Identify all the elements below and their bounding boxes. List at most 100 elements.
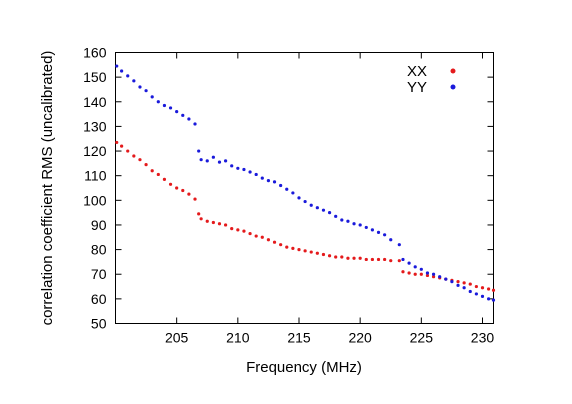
data-point xyxy=(181,188,185,193)
data-point xyxy=(138,158,142,162)
x-tick-label: 215 xyxy=(287,330,311,346)
series-xx xyxy=(115,140,496,292)
data-point xyxy=(462,286,466,290)
data-point xyxy=(480,286,485,290)
data-point xyxy=(132,154,136,158)
data-point xyxy=(120,144,124,148)
data-point xyxy=(413,272,417,276)
data-point xyxy=(444,277,448,281)
data-point xyxy=(279,183,283,188)
data-point xyxy=(162,177,167,181)
y-tick-label: 130 xyxy=(83,118,107,134)
data-point xyxy=(260,235,264,239)
data-point xyxy=(413,265,417,269)
data-point xyxy=(187,192,191,196)
data-point xyxy=(291,191,295,195)
y-axis: 50 60 70 80 90 100 110 120 130 140 150 160 xyxy=(83,45,494,332)
data-point xyxy=(248,170,252,174)
data-point xyxy=(340,255,344,259)
data-point xyxy=(120,69,124,73)
data-point xyxy=(193,122,197,126)
data-point xyxy=(175,110,179,114)
series-yy xyxy=(115,64,496,302)
series-layer xyxy=(115,64,496,302)
data-point xyxy=(115,64,119,68)
data-point xyxy=(303,249,307,253)
data-point xyxy=(168,182,173,186)
data-point xyxy=(266,238,271,242)
x-tick-label: 205 xyxy=(165,330,189,346)
data-point xyxy=(230,164,234,168)
y-tick-label: 150 xyxy=(83,69,107,85)
data-point xyxy=(327,254,332,258)
data-point xyxy=(480,294,485,298)
y-tick-label: 110 xyxy=(84,168,107,184)
data-point xyxy=(346,219,350,223)
data-point xyxy=(352,256,356,260)
data-point xyxy=(217,222,222,226)
data-point xyxy=(352,222,356,226)
data-point xyxy=(272,240,277,244)
y-tick-label: 50 xyxy=(91,316,107,332)
data-point xyxy=(389,259,393,263)
data-point xyxy=(376,257,381,262)
data-point xyxy=(327,211,332,215)
data-point xyxy=(285,187,289,191)
data-point xyxy=(230,227,234,231)
y-tick-label: 120 xyxy=(83,143,107,159)
data-point xyxy=(340,218,344,222)
data-point xyxy=(211,220,215,225)
data-point xyxy=(279,243,283,247)
legend-label: YY xyxy=(407,79,427,96)
data-point xyxy=(419,267,423,271)
y-tick-label: 100 xyxy=(83,192,107,208)
y-tick-label: 80 xyxy=(91,242,107,258)
data-point xyxy=(248,231,252,236)
data-point xyxy=(438,275,442,279)
data-point xyxy=(321,208,326,212)
data-point xyxy=(468,289,472,294)
data-point xyxy=(450,280,454,284)
data-point xyxy=(389,238,393,242)
data-point xyxy=(217,160,222,164)
data-point xyxy=(175,186,179,190)
data-point xyxy=(138,85,142,89)
data-point xyxy=(162,103,167,108)
data-point xyxy=(236,228,240,232)
data-point xyxy=(431,275,436,279)
data-point xyxy=(126,149,130,153)
data-point xyxy=(397,259,401,263)
data-point xyxy=(364,257,368,262)
data-point xyxy=(205,219,209,223)
plot-frame xyxy=(115,52,494,324)
data-point xyxy=(242,167,246,172)
data-point xyxy=(456,280,460,284)
data-point xyxy=(199,158,203,162)
x-tick-label: 225 xyxy=(410,330,434,346)
data-point xyxy=(334,214,338,218)
data-point xyxy=(223,223,228,227)
data-point xyxy=(474,292,478,296)
data-point xyxy=(150,169,154,173)
data-point xyxy=(187,117,191,121)
y-tick-label: 70 xyxy=(91,266,107,282)
data-point xyxy=(491,288,496,292)
data-point xyxy=(397,243,401,247)
data-point xyxy=(297,247,301,252)
data-point xyxy=(309,250,313,254)
data-point xyxy=(358,256,362,260)
data-point xyxy=(321,252,326,257)
data-point xyxy=(297,196,301,200)
data-point xyxy=(144,162,148,167)
data-point xyxy=(242,229,246,233)
data-point xyxy=(223,159,228,163)
data-point xyxy=(376,230,381,234)
data-point xyxy=(474,284,478,289)
x-axis: 205 210 215 220 225 230 xyxy=(165,52,494,346)
data-point xyxy=(156,100,160,104)
data-point xyxy=(309,203,313,207)
data-point xyxy=(197,149,201,153)
y-axis-label: correlation coefficient RMS (uncalibrate… xyxy=(39,51,56,326)
data-point xyxy=(491,298,496,302)
